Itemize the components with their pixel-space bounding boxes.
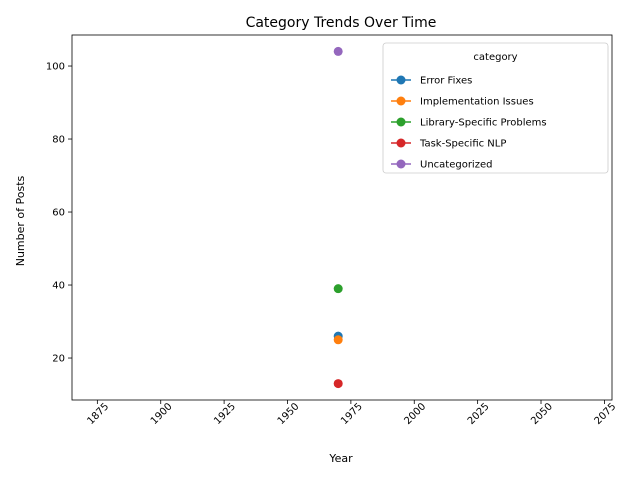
x-tick-label: 2025	[466, 401, 492, 427]
legend-label: Implementation Issues	[420, 97, 534, 108]
y-tick-label: 40	[52, 281, 65, 292]
legend-marker	[396, 117, 406, 127]
legend-marker	[396, 75, 406, 85]
legend: category Error Fixes Implementation Issues…	[382, 42, 609, 174]
legend-label: Library-Specific Problems	[420, 118, 547, 129]
x-tick-label: 1975	[339, 401, 365, 427]
data-point	[333, 335, 343, 345]
plot-frame	[71, 34, 613, 401]
series-layer	[333, 46, 343, 389]
legend-marker	[396, 96, 406, 106]
plot-border	[71, 34, 613, 401]
data-point	[333, 46, 343, 56]
y-tick-label: 20	[52, 354, 65, 365]
x-tick-label: 2000	[402, 401, 428, 427]
legend-marker	[396, 138, 406, 148]
x-tick-label: 1925	[212, 401, 238, 427]
legend-label: Task-Specific NLP	[419, 139, 506, 150]
data-point	[333, 284, 343, 294]
x-tick-label: 2075	[593, 401, 619, 427]
legend-label: Error Fixes	[420, 76, 472, 87]
x-tick-label: 1900	[149, 401, 175, 427]
legend-title: category	[473, 52, 517, 63]
legend-label: Uncategorized	[420, 160, 492, 171]
y-tick-label: 100	[46, 62, 65, 73]
y-tick-label: 60	[52, 208, 65, 219]
x-tick-label: 2050	[529, 401, 555, 427]
x-tick-label: 1950	[276, 401, 302, 427]
legend-marker	[396, 159, 406, 169]
legend-box	[382, 42, 609, 174]
data-point	[333, 379, 343, 389]
y-tick-label: 80	[52, 135, 65, 146]
y-axis-label: Number of Posts	[14, 175, 27, 266]
x-axis-label: Year	[328, 452, 353, 465]
chart-title: Category Trends Over Time	[246, 15, 437, 31]
x-tick-label: 1875	[86, 401, 112, 427]
